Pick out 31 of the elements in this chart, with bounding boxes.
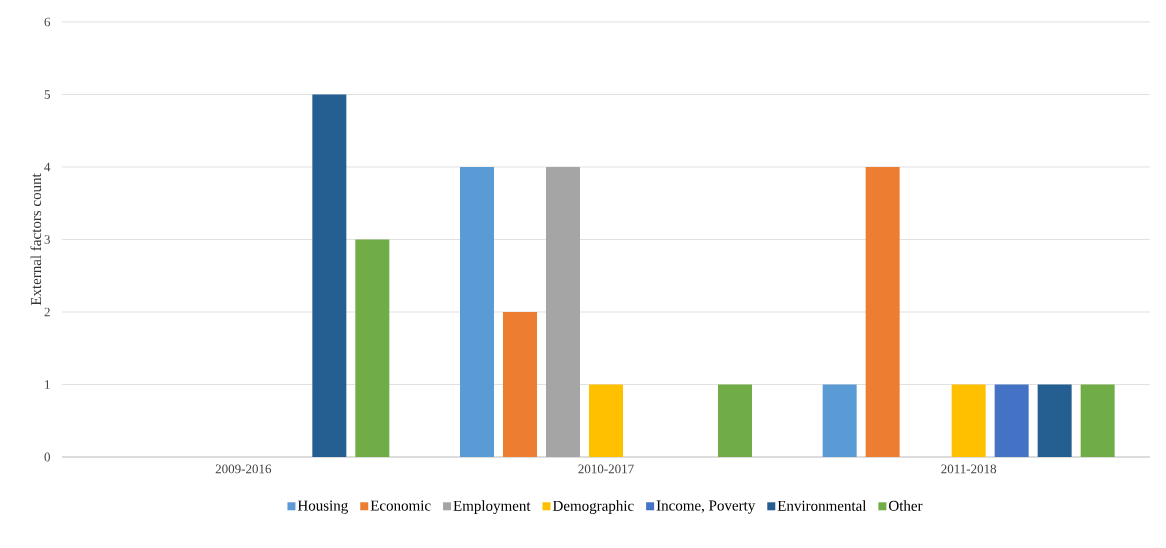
y-tick-label: 4 bbox=[44, 162, 51, 172]
legend-label: Employment bbox=[453, 500, 531, 514]
bar bbox=[588, 384, 623, 457]
y-axis-title: External factors count bbox=[30, 173, 42, 306]
bar bbox=[355, 239, 390, 457]
y-tick-label: 1 bbox=[45, 380, 50, 389]
bar bbox=[312, 94, 347, 457]
legend-label: Demographic bbox=[552, 500, 634, 514]
bar bbox=[717, 384, 752, 457]
x-tick-label: 2011-2018 bbox=[941, 464, 997, 474]
bar bbox=[545, 167, 580, 457]
legend-label: Other bbox=[889, 500, 923, 511]
legend-label: Income, Poverty bbox=[656, 500, 756, 514]
bar bbox=[822, 384, 857, 457]
y-tick-label: 6 bbox=[44, 17, 51, 27]
bar bbox=[994, 384, 1029, 457]
bar bbox=[1037, 384, 1072, 457]
y-tick-label: 0 bbox=[44, 452, 50, 462]
legend-label: Economic bbox=[370, 500, 431, 511]
legend-label: Housing bbox=[297, 500, 348, 514]
y-tick-label: 2 bbox=[44, 307, 50, 317]
bar bbox=[1080, 384, 1115, 457]
bar bbox=[951, 384, 986, 457]
y-tick-label: 5 bbox=[44, 90, 50, 99]
bar bbox=[459, 167, 494, 457]
legend-label: Environmental bbox=[777, 500, 867, 511]
x-tick-label: 2010-2017 bbox=[578, 464, 634, 474]
bar bbox=[502, 312, 537, 457]
bar bbox=[865, 167, 900, 457]
x-tick-label: 2009-2016 bbox=[215, 464, 272, 474]
y-tick-label: 3 bbox=[44, 235, 50, 244]
